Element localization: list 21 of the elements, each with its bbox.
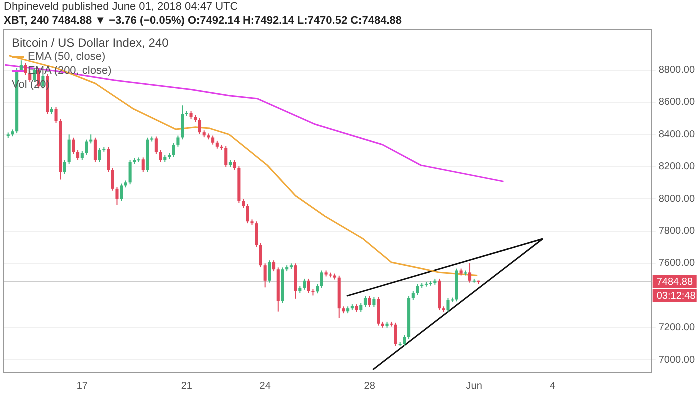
x-tick-label: Jun: [466, 380, 482, 392]
y-tick-label: 8200.00: [658, 162, 696, 173]
x-tick-label: 17: [76, 380, 88, 392]
chart-subtitle: XBT, 240 7484.88 ▼ −3.76 (−0.05%) O:7492.14 H:7492.14 L:7470.52 C:7484.88: [4, 15, 402, 27]
text: Bitcoin / US Dollar Index, 240: [12, 36, 169, 50]
legend-label: EMA (50, close): [27, 50, 107, 64]
x-tick-label: 24: [260, 380, 272, 392]
y-tick-label: 7000.00: [658, 354, 696, 366]
text: Dhpineveld published June 01, 2018 04:47 UTC: [4, 1, 238, 13]
text: 03:12:48: [656, 290, 696, 302]
y-tick-label: 7600.00: [658, 258, 696, 270]
ref-line-label: 7484.88: [656, 276, 694, 288]
x-tick-label: 21: [181, 380, 193, 392]
x-tick-label: 28: [364, 380, 376, 392]
y-tick-label: 7800.00: [658, 226, 696, 238]
x-tick-label: 4: [550, 380, 556, 392]
y-tick-label: 8000.00: [658, 194, 696, 205]
y-tick-label: 8800.00: [658, 65, 696, 76]
y-tick-label: 8600.00: [658, 97, 696, 108]
y-tick-label: 8400.00: [658, 129, 696, 140]
y-tick-label: 7200.00: [658, 322, 696, 334]
